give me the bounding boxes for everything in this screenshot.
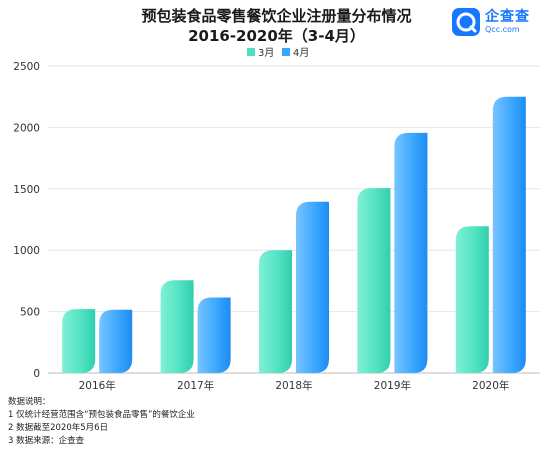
y-tick-label: 500 [20,307,40,319]
bar-chart: 0 500 1000 1500 2000 2500 2016年 2017年 2018年 2019年… [13,47,540,392]
legend-swatch-march [247,48,255,56]
brand-logo: 企查查 Qcc.com [452,8,550,38]
legend-swatch-april [282,48,290,56]
bar-april [492,96,526,373]
note-item-2: 2 数据截至2020年5月6日 [8,423,109,433]
brand-domain: Qcc.com [485,25,520,34]
brand-badge-icon [452,8,480,36]
y-tick-label: 2000 [13,122,40,134]
x-tick-label: 2019年 [374,379,411,392]
y-tick-label: 2500 [13,61,40,73]
bar-march [357,188,391,373]
note-item-3: 3 数据来源：企查查 [8,436,85,446]
note-item-1: 1 仅统计经营范围含“预包装食品零售”的餐饮企业 [8,410,195,420]
bar-march [160,280,194,373]
chart-title: 预包装食品零售餐饮企业注册量分布情况 [141,7,412,25]
x-tick-label: 2020年 [472,379,509,392]
bar-april [394,132,428,373]
legend-label-april: 4月 [293,47,309,59]
bar-march [62,309,96,373]
notes-block: 数据说明： 1 仅统计经营范围含“预包装食品零售”的餐饮企业 2 数据截至202… [8,396,195,448]
notes-heading: 数据说明： [8,397,51,407]
brand-name: 企查查 [485,9,530,25]
y-tick-label: 1500 [13,184,40,196]
bar-march [455,226,489,373]
y-tick-label: 1000 [13,245,40,257]
bar-march [259,250,292,373]
bar-april [99,309,133,373]
x-tick-label: 2017年 [177,379,214,392]
y-tick-label: 0 [33,368,40,380]
bar-april [197,297,231,373]
x-tick-label: 2018年 [275,379,312,392]
legend-label-march: 3月 [258,47,274,59]
chart-subtitle: 2016-2020年（3-4月） [188,27,365,45]
bar-april [296,201,329,373]
x-tick-label: 2016年 [79,379,116,392]
